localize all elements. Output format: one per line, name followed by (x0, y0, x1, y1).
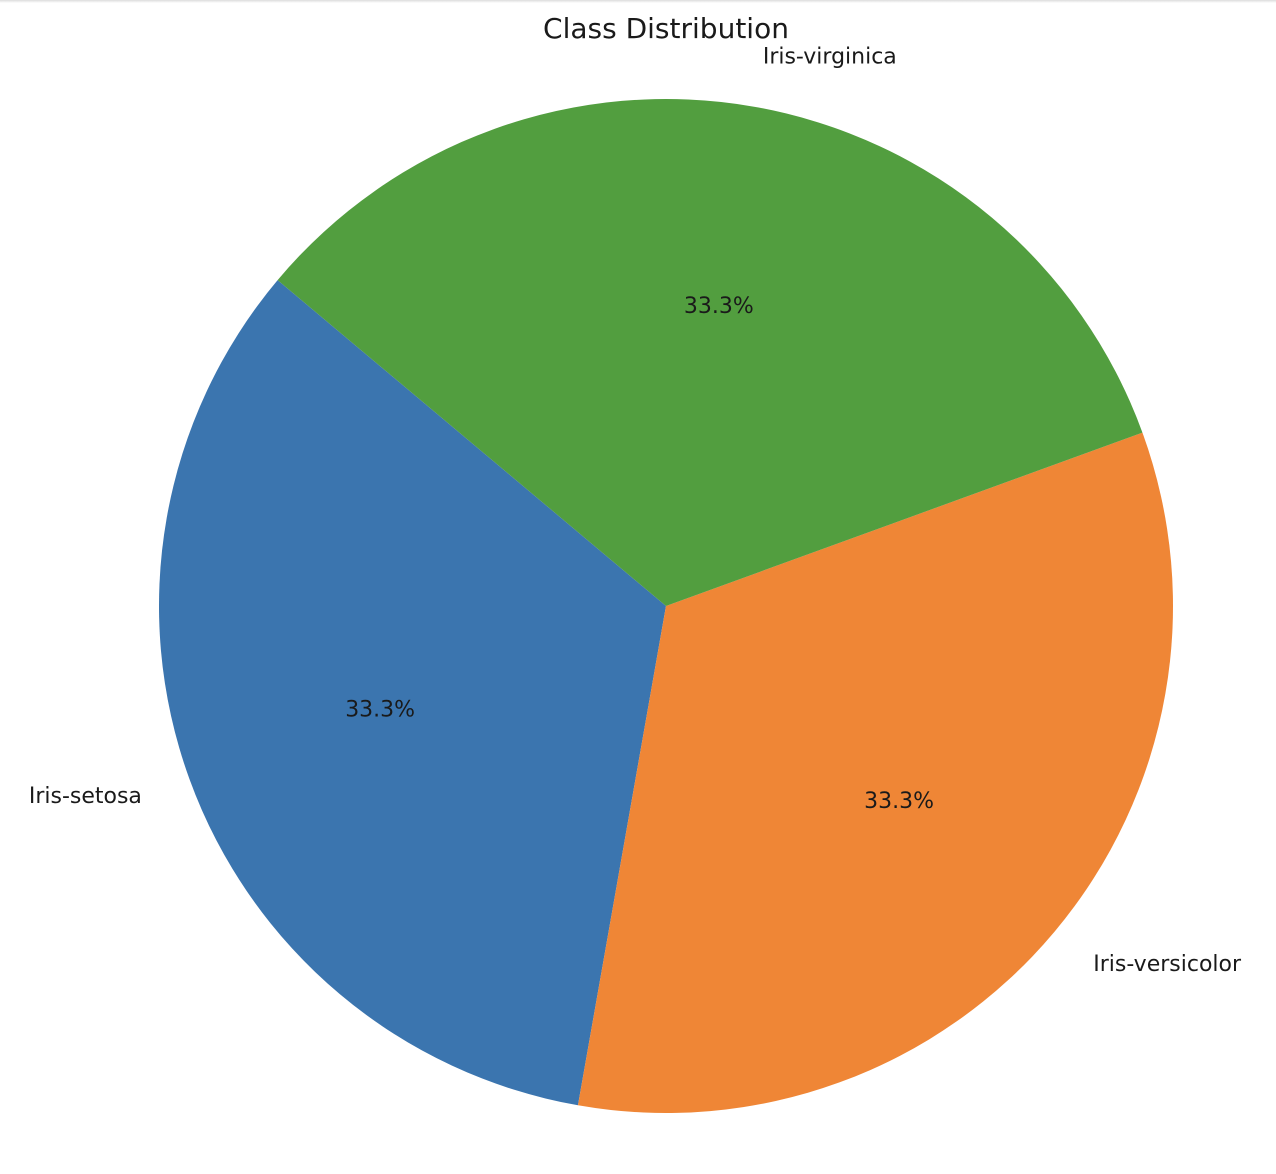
chart-title: Class Distribution (543, 12, 789, 45)
top-border (0, 0, 1276, 3)
pie-pct-label: 33.3% (684, 294, 754, 319)
pie-slice-label: Iris-setosa (29, 784, 142, 809)
pie-slice-iris-versicolor (577, 432, 1174, 1113)
pie-slice-iris-setosa (159, 280, 667, 1106)
pie-slice-label: Iris-versicolor (1093, 952, 1242, 977)
pie-slice-iris-virginica (277, 99, 1143, 606)
pie-pct-label: 33.3% (345, 698, 415, 723)
pie-slice-label: Iris-virginica (763, 44, 897, 69)
pie-pct-label: 33.3% (864, 789, 934, 814)
pie-slices (159, 99, 1174, 1113)
pie-labels: 33.3% Iris-setosa 33.3% Iris-versicolor 33.3… (29, 44, 1242, 977)
